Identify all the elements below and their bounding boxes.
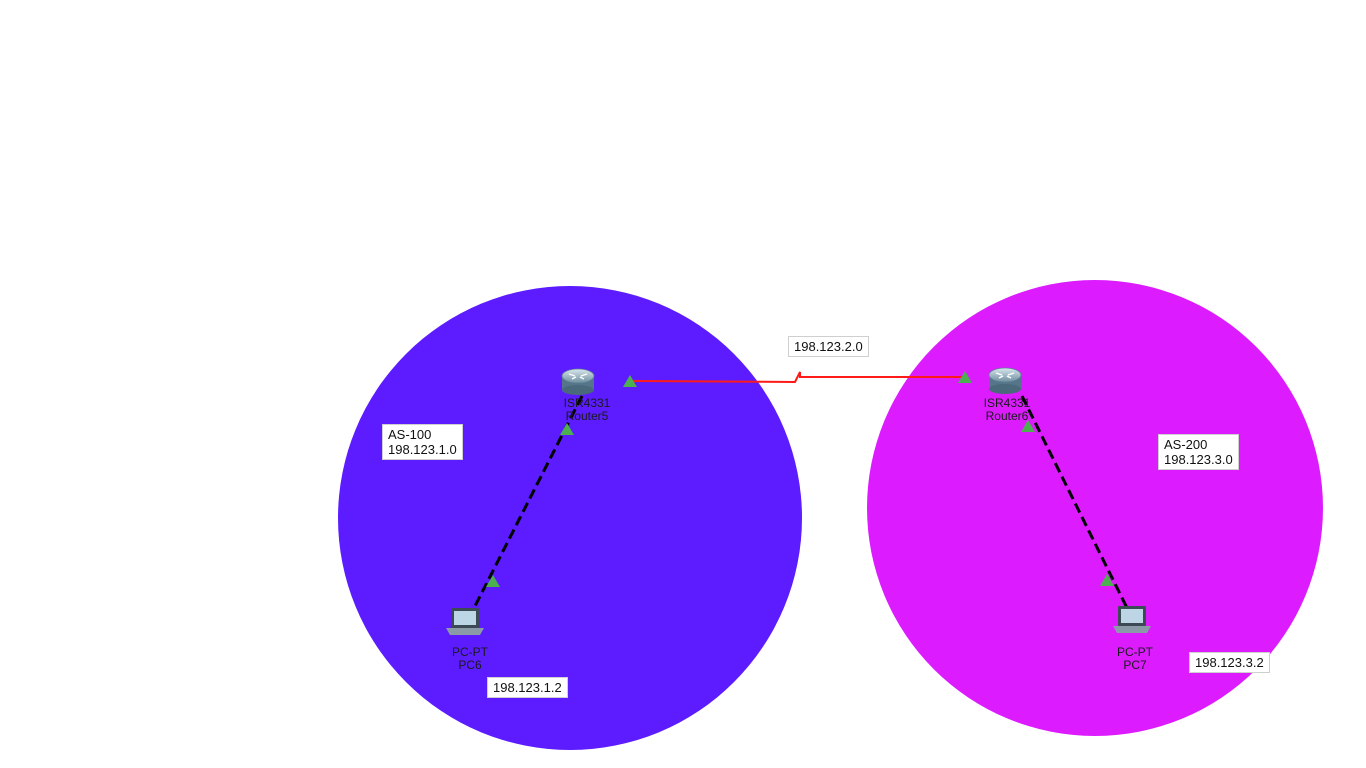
as100-area (338, 286, 802, 750)
link-status-icon (623, 375, 637, 387)
pc7-ip-note[interactable]: 198.123.3.2 (1189, 652, 1270, 673)
lan-link-as200[interactable] (1020, 395, 1129, 609)
wan-serial-link[interactable] (629, 371, 968, 384)
pc6-ip-text: 198.123.1.2 (493, 680, 562, 695)
as100-network: 198.123.1.0 (388, 442, 457, 457)
wan-network-note[interactable]: 198.123.2.0 (788, 336, 869, 357)
as100-note[interactable]: AS-100 198.123.1.0 (382, 424, 463, 460)
router5-name: Router5 (565, 409, 609, 423)
pc7-ip-text: 198.123.3.2 (1195, 655, 1264, 670)
pc6-name: PC6 (458, 658, 482, 672)
link-status-icon (1100, 574, 1114, 586)
as200-network: 198.123.3.0 (1164, 452, 1233, 467)
link-status-icon (560, 423, 574, 435)
pc6-label: PC-PT PC6 (425, 646, 515, 672)
as100-name: AS-100 (388, 427, 432, 442)
router6-model: ISR4331 (983, 396, 1031, 410)
link-status-icon (486, 575, 500, 587)
router5-icon[interactable] (561, 368, 595, 395)
link-status-icon (958, 371, 972, 383)
pc6-laptop-icon[interactable] (446, 608, 484, 635)
pc7-name: PC7 (1123, 658, 1147, 672)
link-status-icon (1021, 420, 1035, 432)
router6-label: ISR4331 Router6 (962, 397, 1052, 423)
lan-link-as100[interactable] (470, 395, 584, 613)
pc7-model: PC-PT (1117, 645, 1153, 659)
as200-name: AS-200 (1164, 437, 1208, 452)
router5-label: ISR4331 Router5 (542, 397, 632, 423)
as200-area (867, 280, 1323, 736)
router5-model: ISR4331 (563, 396, 611, 410)
pc6-ip-note[interactable]: 198.123.1.2 (487, 677, 568, 698)
wan-network-text: 198.123.2.0 (794, 339, 863, 354)
pc7-label: PC-PT PC7 (1090, 646, 1180, 672)
as200-note[interactable]: AS-200 198.123.3.0 (1158, 434, 1239, 470)
pc7-laptop-icon[interactable] (1113, 606, 1151, 633)
router6-name: Router6 (985, 409, 1029, 423)
pc6-model: PC-PT (452, 645, 488, 659)
router6-icon[interactable] (988, 367, 1022, 394)
